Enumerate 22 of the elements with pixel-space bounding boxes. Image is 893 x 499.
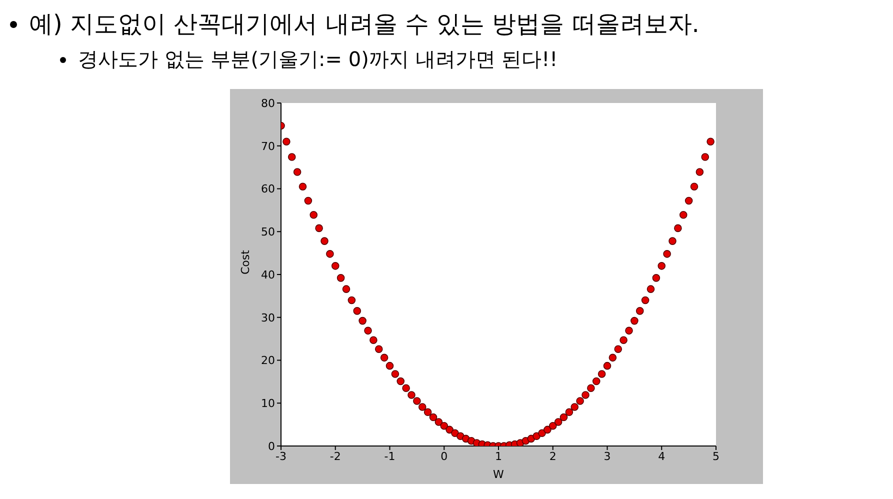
x-tick-label: -2: [330, 450, 341, 463]
y-tick-label: 70: [261, 140, 275, 153]
x-axis-title: W: [493, 468, 504, 481]
x-tick-label: 4: [658, 450, 666, 463]
chart-title: 예) 지도없이 산꼭대기에서 내려올 수 있는 방법을 떠올려보자.: [29, 9, 700, 40]
chart-subtitle: 경사도가 없는 부분(기울기:= 0)까지 내려가면 된다!!: [78, 46, 558, 73]
x-tick-label: 5: [712, 450, 720, 463]
y-tick-label: 40: [261, 268, 275, 282]
x-tick-label: 3: [604, 450, 611, 463]
y-axis-title: Cost: [238, 249, 252, 274]
y-tick-label: 30: [261, 311, 275, 324]
y-tick-label: 20: [261, 354, 275, 368]
y-tick-label: 60: [261, 182, 275, 196]
x-tick-label: -3: [276, 450, 286, 463]
x-tick-label: -1: [384, 450, 396, 463]
y-tick-label: 50: [261, 226, 275, 239]
y-tick-label: 80: [261, 96, 275, 110]
x-tick-label: 0: [440, 450, 448, 463]
y-tick-label: 10: [261, 397, 275, 410]
y-tick-label: 0: [268, 440, 275, 453]
x-tick-label: 2: [549, 450, 556, 463]
x-tick-label: 1: [495, 450, 502, 463]
